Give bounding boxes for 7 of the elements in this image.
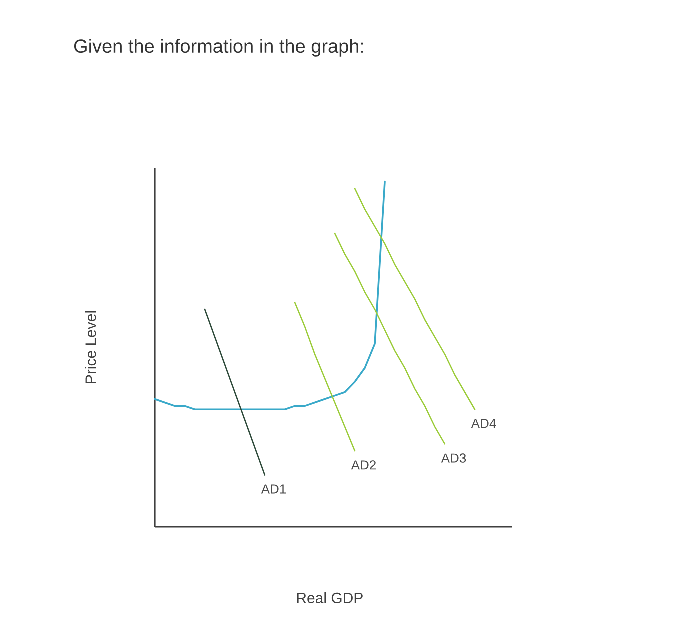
series-label: AD1 [261, 484, 286, 494]
series-label: AD3 [441, 454, 466, 463]
x-axis-title: Real GDP [297, 592, 363, 604]
chart-title: Given the information in the graph: [74, 39, 364, 57]
series-label: AD4 [471, 419, 496, 428]
y-axis-title: Price Level [85, 311, 96, 384]
series-label: AD2 [351, 460, 376, 470]
